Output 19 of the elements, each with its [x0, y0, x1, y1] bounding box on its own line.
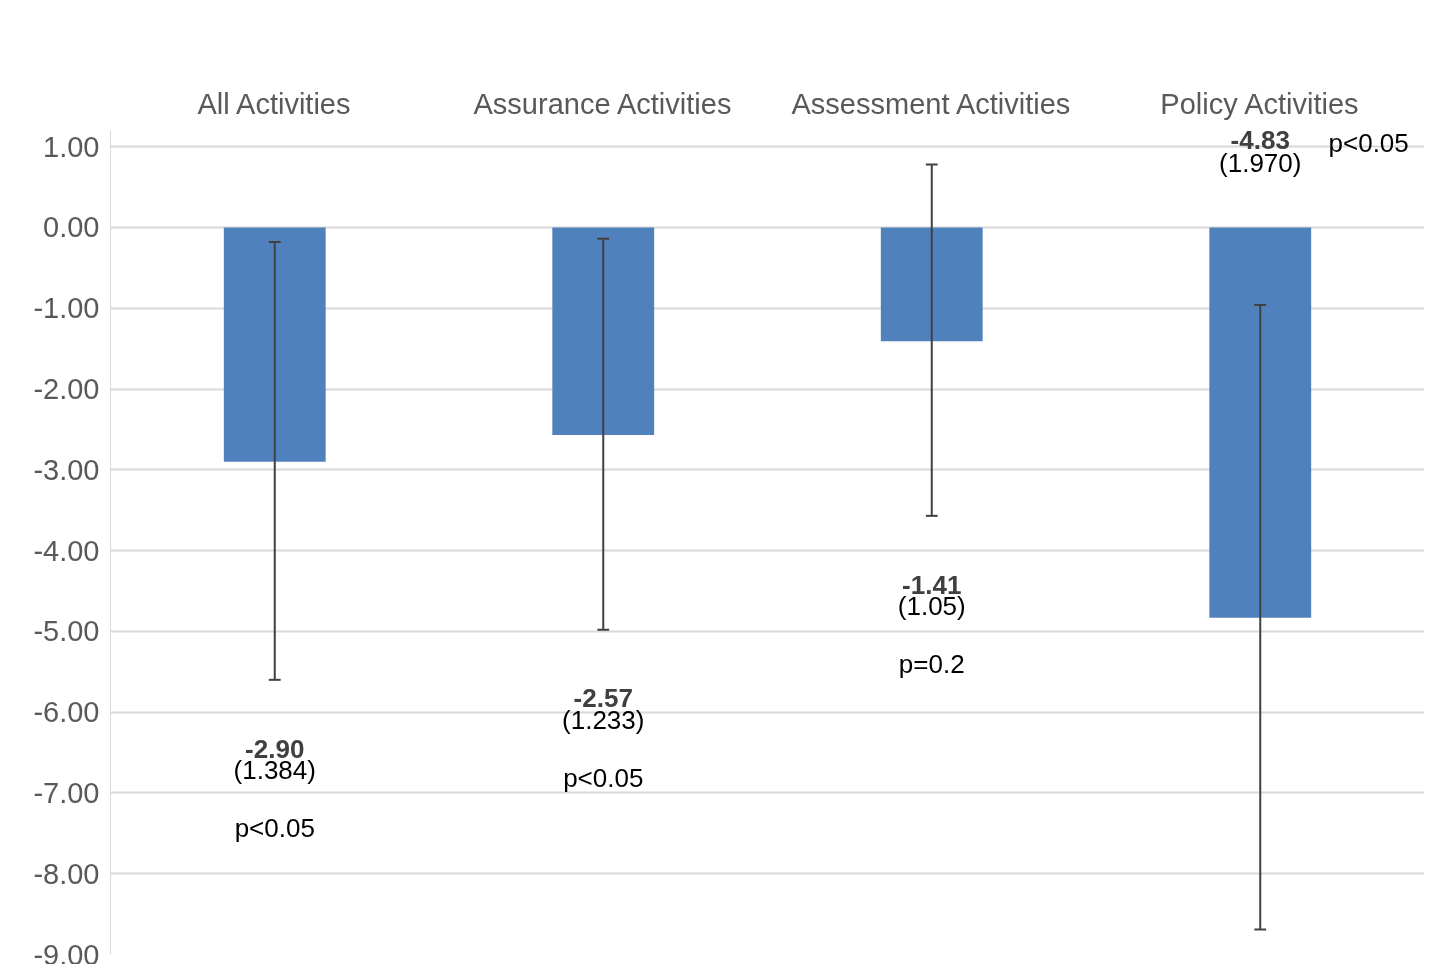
y-tick-label: -9.00: [33, 938, 100, 964]
y-tick-label: -7.00: [33, 776, 100, 809]
y-tick-label: -5.00: [33, 615, 100, 648]
y-tick-label: -8.00: [33, 857, 100, 890]
annotation: p<0.05: [563, 762, 644, 793]
x-tick-label: Assurance Activities: [473, 87, 732, 120]
y-tick-label: 1.00: [43, 130, 100, 163]
annotation: p=0.2: [898, 648, 965, 679]
annotation: p<0.05: [234, 812, 315, 843]
x-tick-label: All Activities: [197, 87, 351, 120]
x-tick-label: Assessment Activities: [791, 87, 1071, 120]
annotation: p<0.05: [1328, 128, 1409, 159]
x-tick-label: Policy Activities: [1160, 87, 1359, 120]
y-tick-label: -2.00: [33, 373, 100, 406]
y-tick-label: -4.00: [33, 534, 100, 567]
y-tick-label: -6.00: [33, 696, 100, 729]
y-tick-label: -1.00: [33, 292, 100, 325]
y-tick-label: 0.00: [43, 211, 100, 244]
y-tick-label: -3.00: [33, 453, 100, 486]
